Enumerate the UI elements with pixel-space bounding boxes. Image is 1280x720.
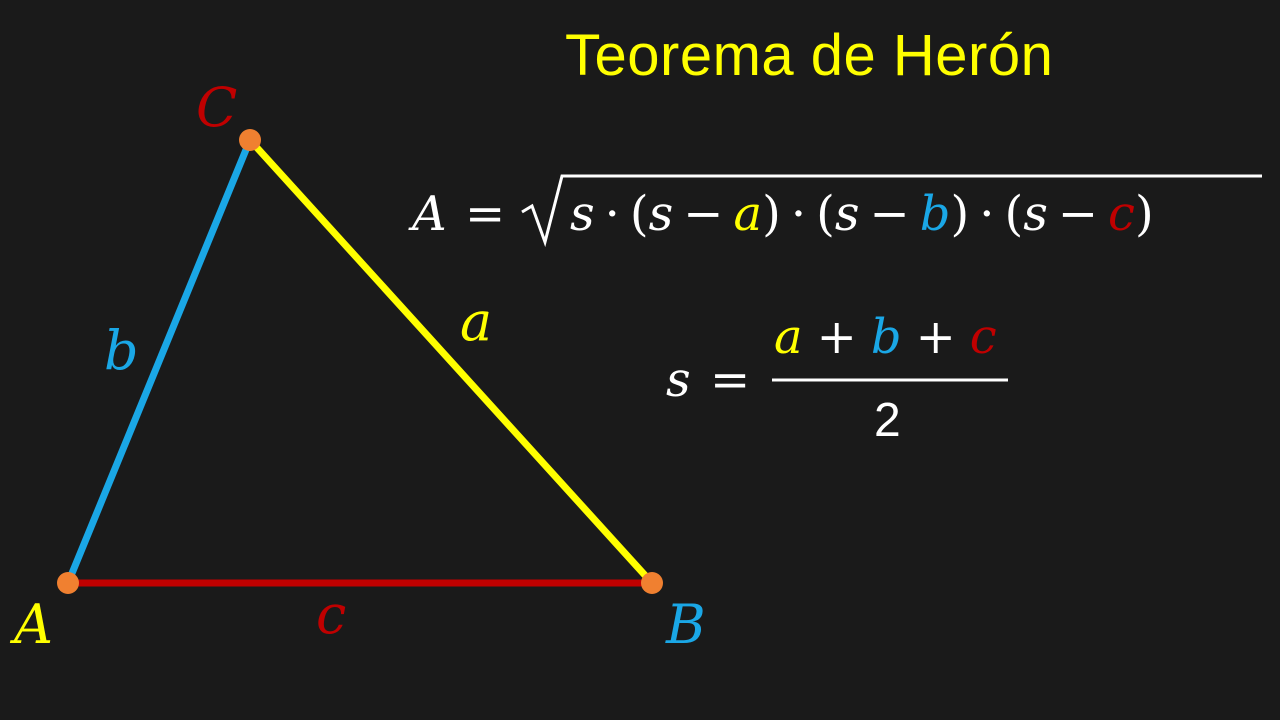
radicand-minus-3: −	[1058, 186, 1098, 242]
semi-denominator: 2	[874, 394, 901, 447]
radicand-open-1: (	[630, 186, 649, 242]
radicand-s: s	[570, 186, 595, 242]
vertex-c-dot	[239, 129, 261, 151]
numerator-c: c	[970, 309, 997, 365]
radicand-close-2: )	[950, 186, 969, 242]
semiperimeter-formula: s = a + b + c 2	[666, 309, 1008, 447]
radical-sign	[521, 174, 1262, 248]
vertex-a-dot	[57, 572, 79, 594]
side-a-label: a	[460, 290, 492, 353]
radicand-minus-1: −	[683, 186, 723, 242]
radicand-c: c	[1108, 186, 1135, 242]
radicand-dot-3: ·	[979, 186, 994, 242]
radicand-close-3: )	[1135, 186, 1154, 242]
semi-equals: =	[710, 352, 750, 408]
side-a-line	[247, 137, 655, 586]
area-formula: A = s · (s − a) · (s − b) · (s − c)	[408, 174, 1262, 248]
vertex-b-label: B	[665, 593, 706, 656]
vertex-a-label: A	[9, 593, 53, 656]
semi-lhs: s	[666, 352, 691, 408]
semi-numerator: a + b + c	[774, 309, 997, 365]
numerator-b: b	[871, 309, 902, 365]
radicand-s-1: s	[649, 186, 674, 242]
radicand-s-2: s	[835, 186, 860, 242]
radicand-s-3: s	[1023, 186, 1048, 242]
radicand-dot-2: ·	[791, 186, 806, 242]
area-equals: =	[465, 186, 505, 242]
radicand-minus-2: −	[870, 186, 910, 242]
page-title: Teorema de Herón	[565, 23, 1054, 88]
radicand: s · (s − a) · (s − b) · (s − c)	[570, 186, 1154, 242]
side-c-label: c	[316, 583, 346, 646]
side-b-line	[64, 138, 254, 585]
area-lhs: A	[408, 186, 447, 242]
numerator-plus-1: +	[817, 309, 857, 365]
radicand-b: b	[920, 186, 951, 242]
numerator-plus-2: +	[916, 309, 956, 365]
radicand-dot-1: ·	[605, 186, 620, 242]
side-b-label: b	[104, 319, 139, 382]
radicand-a: a	[734, 186, 763, 242]
radicand-open-3: (	[1004, 186, 1023, 242]
radicand-close-1: )	[762, 186, 781, 242]
vertex-c-label: C	[196, 76, 237, 139]
radicand-open-2: (	[816, 186, 835, 242]
numerator-a: a	[774, 309, 803, 365]
vertex-b-dot	[641, 572, 663, 594]
